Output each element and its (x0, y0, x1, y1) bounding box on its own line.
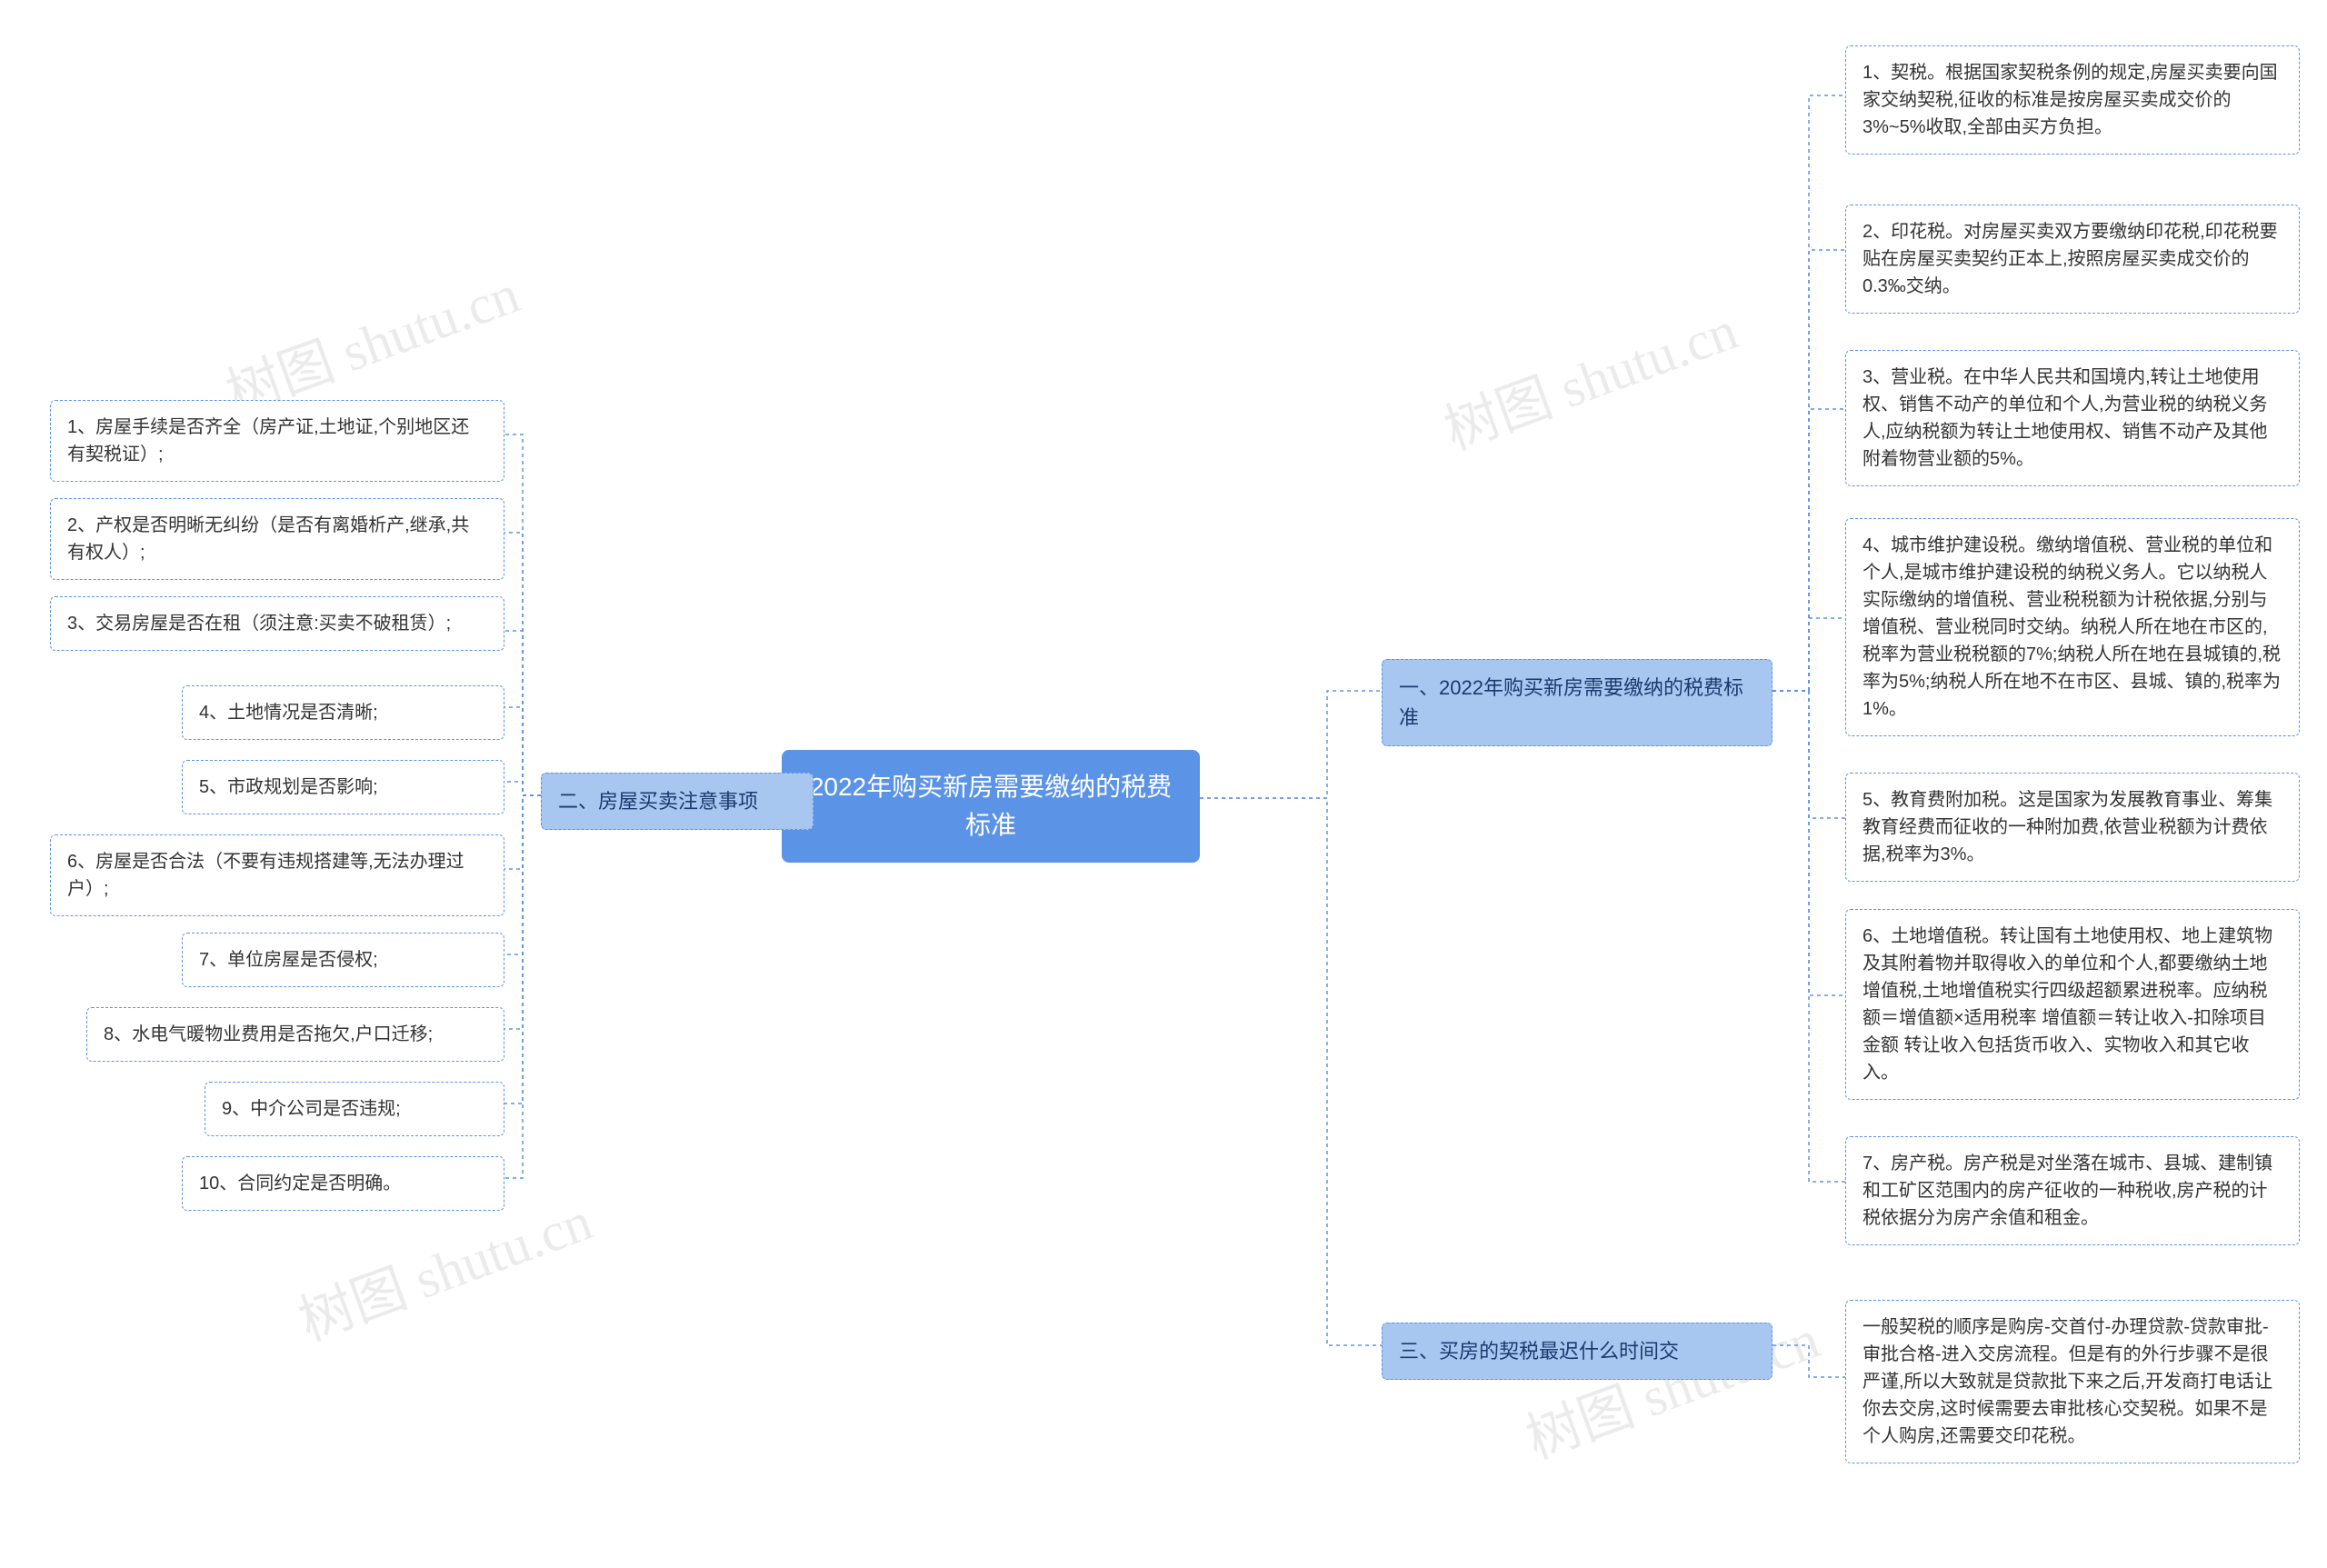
leaf-b2-1: 1、房屋手续是否齐全（房产证,土地证,个别地区还有契税证）; (50, 400, 504, 482)
leaf-b1-7: 7、房产税。房产税是对坐落在城市、县城、建制镇和工矿区范围内的房产征收的一种税收… (1845, 1136, 2300, 1245)
leaf-b1-4: 4、城市维护建设税。缴纳增值税、营业税的单位和个人,是城市维护建设税的纳税义务人… (1845, 518, 2300, 736)
branch-2: 二、房屋买卖注意事项 (541, 773, 814, 830)
leaf-b2-6: 6、房屋是否合法（不要有违规搭建等,无法办理过户）; (50, 834, 504, 916)
branch-3: 三、买房的契税最迟什么时间交 (1382, 1323, 1773, 1380)
leaf-b2-10: 10、合同约定是否明确。 (182, 1156, 504, 1211)
leaf-b2-3: 3、交易房屋是否在租（须注意:买卖不破租赁）; (50, 596, 504, 651)
leaf-b2-2: 2、产权是否明晰无纠纷（是否有离婚析产,继承,共有权人）; (50, 498, 504, 580)
leaf-b1-6: 6、土地增值税。转让国有土地使用权、地上建筑物及其附着物并取得收入的单位和个人,… (1845, 909, 2300, 1100)
leaf-b1-3: 3、营业税。在中华人民共和国境内,转让土地使用权、销售不动产的单位和个人,为营业… (1845, 350, 2300, 486)
leaf-b2-8: 8、水电气暖物业费用是否拖欠,户口迁移; (86, 1007, 504, 1062)
leaf-b2-5: 5、市政规划是否影响; (182, 760, 504, 814)
leaf-b1-1: 1、契税。根据国家契税条例的规定,房屋买卖要向国家交纳契税,征收的标准是按房屋买… (1845, 45, 2300, 155)
leaf-b2-4: 4、土地情况是否清晰; (182, 685, 504, 740)
leaf-b2-9: 9、中介公司是否违规; (205, 1082, 504, 1136)
leaf-b3-1: 一般契税的顺序是购房-交首付-办理贷款-贷款审批-审批合格-进入交房流程。但是有… (1845, 1300, 2300, 1463)
leaf-b2-7: 7、单位房屋是否侵权; (182, 933, 504, 987)
branch-1: 一、2022年购买新房需要缴纳的税费标准 (1382, 659, 1773, 746)
leaf-b1-5: 5、教育费附加税。这是国家为发展教育事业、筹集教育经费而征收的一种附加费,依营业… (1845, 773, 2300, 882)
root-node: 2022年购买新房需要缴纳的税费标准 (782, 750, 1200, 863)
leaf-b1-2: 2、印花税。对房屋买卖双方要缴纳印花税,印花税要贴在房屋买卖契约正本上,按照房屋… (1845, 205, 2300, 314)
watermark: 树图 shutu.cn (1432, 286, 1746, 465)
